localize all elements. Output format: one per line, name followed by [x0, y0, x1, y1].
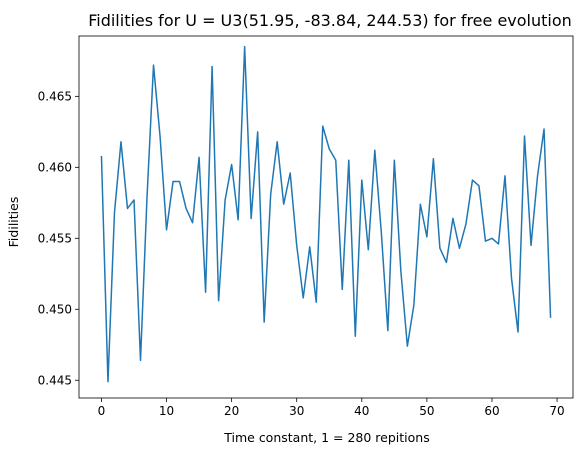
x-tick-label: 0	[98, 404, 106, 418]
x-tick-label: 60	[484, 404, 499, 418]
chart-title: Fidilities for U = U3(51.95, -83.84, 244…	[88, 11, 572, 30]
plot-area: 0 10 20 30 40 50 60 70 0.445 0.450 0.455 0.460 0.465	[38, 35, 574, 418]
y-tick-label: 0.450	[38, 302, 72, 316]
x-tick-label: 20	[224, 404, 239, 418]
series-line-0	[100, 45, 552, 383]
y-axis-label: Fidilities	[6, 197, 21, 248]
x-tick-label: 70	[549, 404, 564, 418]
y-tick-label: 0.465	[38, 89, 72, 103]
x-tick-label: 50	[419, 404, 434, 418]
y-tick-label: 0.455	[38, 231, 72, 245]
y-tick-label: 0.445	[38, 373, 72, 387]
y-tick-label: 0.460	[38, 160, 72, 174]
axes-frame	[78, 35, 574, 399]
x-tick-label: 40	[354, 404, 369, 418]
x-axis-label: Time constant, 1 = 280 repitions	[223, 430, 429, 445]
x-tick-label: 10	[159, 404, 174, 418]
x-tick-label: 30	[289, 404, 304, 418]
